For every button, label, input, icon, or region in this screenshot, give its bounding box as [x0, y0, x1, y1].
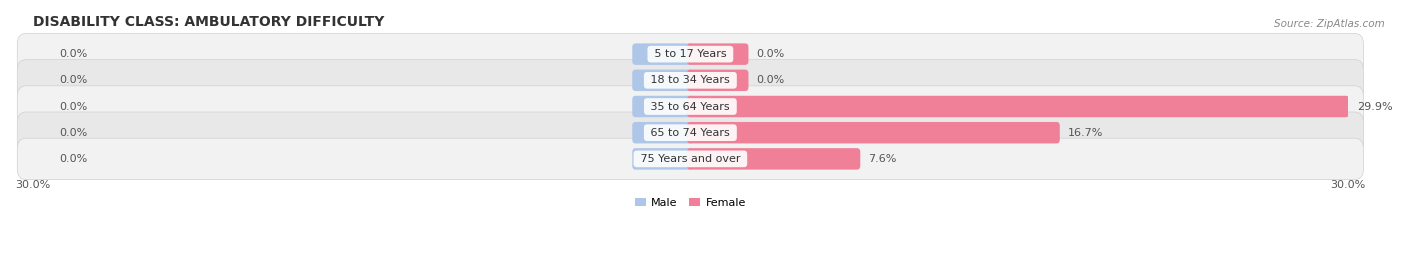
Text: Source: ZipAtlas.com: Source: ZipAtlas.com [1274, 19, 1385, 29]
Text: 0.0%: 0.0% [59, 101, 87, 112]
FancyBboxPatch shape [688, 122, 1060, 143]
Text: 35 to 64 Years: 35 to 64 Years [647, 101, 734, 112]
FancyBboxPatch shape [17, 60, 1364, 101]
Text: 18 to 34 Years: 18 to 34 Years [647, 75, 734, 85]
FancyBboxPatch shape [688, 43, 748, 65]
FancyBboxPatch shape [633, 70, 693, 91]
FancyBboxPatch shape [17, 86, 1364, 127]
Text: 0.0%: 0.0% [59, 154, 87, 164]
Text: 7.6%: 7.6% [868, 154, 897, 164]
FancyBboxPatch shape [633, 148, 693, 170]
FancyBboxPatch shape [17, 112, 1364, 153]
Text: 75 Years and over: 75 Years and over [637, 154, 744, 164]
FancyBboxPatch shape [633, 43, 693, 65]
FancyBboxPatch shape [633, 96, 693, 117]
FancyBboxPatch shape [688, 70, 748, 91]
Text: 65 to 74 Years: 65 to 74 Years [647, 128, 734, 138]
FancyBboxPatch shape [688, 96, 1350, 117]
Legend: Male, Female: Male, Female [630, 193, 751, 212]
Text: 0.0%: 0.0% [59, 75, 87, 85]
Text: 0.0%: 0.0% [59, 128, 87, 138]
FancyBboxPatch shape [17, 138, 1364, 180]
Text: 0.0%: 0.0% [756, 49, 785, 59]
FancyBboxPatch shape [17, 33, 1364, 75]
FancyBboxPatch shape [688, 148, 860, 170]
Text: 5 to 17 Years: 5 to 17 Years [651, 49, 730, 59]
Text: DISABILITY CLASS: AMBULATORY DIFFICULTY: DISABILITY CLASS: AMBULATORY DIFFICULTY [32, 15, 384, 29]
Text: 16.7%: 16.7% [1067, 128, 1102, 138]
Text: 29.9%: 29.9% [1357, 101, 1392, 112]
Text: 0.0%: 0.0% [756, 75, 785, 85]
Text: 0.0%: 0.0% [59, 49, 87, 59]
FancyBboxPatch shape [633, 122, 693, 143]
